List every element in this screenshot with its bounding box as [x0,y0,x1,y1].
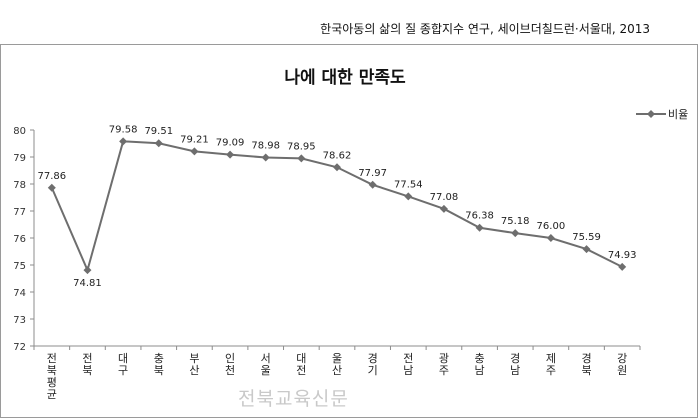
data-label: 77.54 [394,179,423,190]
source-caption: 한국아동의 삶의 질 종합지수 연구, 세이브더칠드런·서울대, 2013 [320,22,650,36]
data-label: 75.59 [572,232,601,243]
data-label: 76.38 [465,211,494,222]
data-label: 77.86 [38,171,67,182]
data-point [582,245,591,254]
data-point [511,229,520,238]
data-point [154,139,163,148]
y-tick-label: 78 [13,180,26,191]
data-point [475,223,484,232]
data-point [226,150,235,159]
data-label: 78.62 [323,150,352,161]
y-tick-label: 73 [13,315,26,326]
data-label: 74.81 [73,278,102,289]
watermark: 전북교육신문 [238,388,349,410]
chart-frame [0,44,698,418]
y-tick-label: 75 [13,261,26,272]
data-label: 79.58 [109,124,138,135]
data-label: 78.98 [251,141,280,152]
y-tick-label: 74 [13,288,26,299]
y-tick-label: 80 [13,126,26,137]
legend-marker [647,110,655,118]
data-point [47,183,56,192]
data-point [404,192,413,201]
data-point [261,153,270,162]
data-point [368,180,377,189]
data-label: 76.00 [537,221,566,232]
data-point [333,163,341,172]
data-point [618,262,627,271]
data-label: 79.21 [180,134,209,145]
data-point [119,137,128,146]
y-tick-label: 72 [13,342,26,353]
legend-label: 비율 [668,108,688,121]
data-label: 77.97 [358,168,387,179]
data-label: 79.09 [216,138,245,149]
chart-title: 나에 대한 만족도 [284,68,406,88]
data-label: 75.18 [501,216,530,227]
y-tick-label: 77 [13,207,26,218]
data-point [546,234,555,242]
data-label: 74.93 [608,250,637,261]
data-point [83,266,92,275]
data-point [439,204,448,213]
data-point [190,147,199,156]
y-tick-label: 76 [13,234,26,245]
data-label: 77.08 [430,192,459,203]
data-label: 78.95 [287,141,316,152]
data-label: 79.51 [144,126,173,137]
data-point [297,154,306,163]
y-tick-label: 79 [13,153,26,164]
